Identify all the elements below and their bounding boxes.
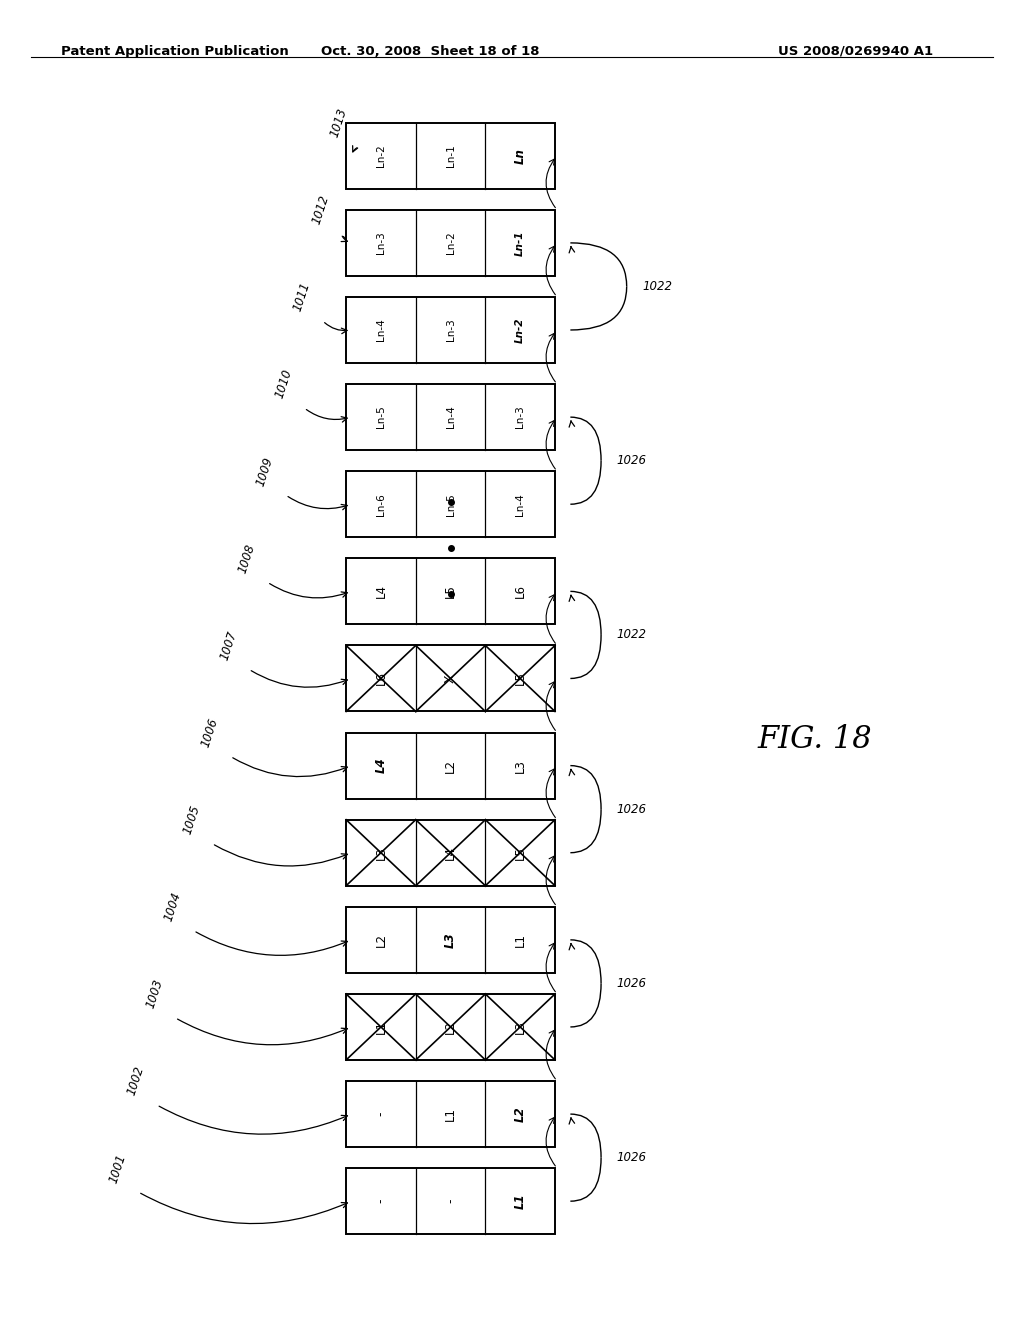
Text: FIG. 18: FIG. 18 (758, 723, 872, 755)
Text: Patent Application Publication: Patent Application Publication (61, 45, 289, 58)
Bar (346, 994, 555, 1060)
Text: Ln-6: Ln-6 (376, 492, 386, 516)
Text: Ln-2: Ln-2 (376, 144, 386, 168)
Text: L4: L4 (375, 758, 387, 774)
Bar (346, 907, 555, 973)
Text: L6: L6 (375, 672, 387, 685)
Text: -: - (444, 1199, 457, 1204)
Text: -: - (375, 1199, 387, 1204)
Text: 1026: 1026 (616, 803, 646, 816)
Bar (346, 297, 555, 363)
Bar (346, 558, 555, 624)
Text: L2: L2 (514, 1106, 526, 1122)
Text: Ln-5: Ln-5 (445, 492, 456, 516)
Bar (346, 210, 555, 276)
Text: Ln-3: Ln-3 (445, 318, 456, 342)
Text: Ln: Ln (514, 148, 526, 164)
Text: 1001: 1001 (106, 1152, 129, 1184)
Text: L3: L3 (514, 1020, 526, 1034)
Text: X: X (444, 675, 457, 682)
Text: L2: L2 (375, 933, 387, 946)
Text: 1004: 1004 (162, 891, 184, 923)
Text: L2: L2 (444, 759, 457, 772)
Text: 1008: 1008 (236, 543, 258, 574)
Text: Ln-2: Ln-2 (445, 231, 456, 255)
Bar (346, 1081, 555, 1147)
Text: Ln-3: Ln-3 (515, 405, 525, 429)
Text: L4: L4 (375, 585, 387, 598)
Text: L5: L5 (514, 672, 526, 685)
Text: 1005: 1005 (180, 804, 203, 836)
Text: 1022: 1022 (616, 628, 646, 642)
Text: L3: L3 (375, 846, 387, 859)
Bar (346, 123, 555, 189)
Text: L1: L1 (514, 933, 526, 946)
Text: 1003: 1003 (143, 978, 166, 1010)
Text: L1: L1 (375, 1020, 387, 1034)
Text: Ln-3: Ln-3 (376, 231, 386, 255)
Text: Ln-4: Ln-4 (445, 405, 456, 429)
Text: 1007: 1007 (217, 630, 240, 661)
Text: Ln-4: Ln-4 (376, 318, 386, 342)
Bar (346, 471, 555, 537)
Text: Ln-1: Ln-1 (515, 230, 525, 256)
Bar (346, 384, 555, 450)
Bar (346, 1168, 555, 1234)
Text: L2: L2 (444, 1020, 457, 1034)
Text: Oct. 30, 2008  Sheet 18 of 18: Oct. 30, 2008 Sheet 18 of 18 (321, 45, 540, 58)
Text: L5: L5 (514, 846, 526, 859)
Text: US 2008/0269940 A1: US 2008/0269940 A1 (778, 45, 933, 58)
Text: L5: L5 (444, 585, 457, 598)
Text: 1013: 1013 (328, 107, 350, 139)
Text: 1026: 1026 (616, 454, 646, 467)
Text: 1006: 1006 (199, 717, 221, 748)
Text: 1026: 1026 (616, 977, 646, 990)
Text: L3: L3 (444, 932, 457, 948)
Text: 1012: 1012 (309, 194, 332, 226)
Text: L3: L3 (514, 759, 526, 772)
Text: Ln-5: Ln-5 (376, 405, 386, 429)
Text: 1011: 1011 (291, 281, 313, 313)
Text: L6: L6 (514, 585, 526, 598)
Text: Ln-4: Ln-4 (515, 492, 525, 516)
Text: 1009: 1009 (254, 455, 276, 487)
Bar (346, 645, 555, 711)
Bar (346, 733, 555, 799)
Text: 1010: 1010 (272, 368, 295, 400)
Text: 1026: 1026 (616, 1151, 646, 1164)
Text: L1: L1 (444, 1107, 457, 1121)
Text: L1: L1 (514, 1193, 526, 1209)
Text: -: - (375, 1111, 387, 1117)
Bar (346, 820, 555, 886)
Text: Ln-1: Ln-1 (445, 144, 456, 168)
Text: Ln-2: Ln-2 (515, 317, 525, 343)
Text: 1022: 1022 (642, 280, 672, 293)
Text: 1002: 1002 (125, 1065, 147, 1097)
Text: L4: L4 (444, 846, 457, 859)
